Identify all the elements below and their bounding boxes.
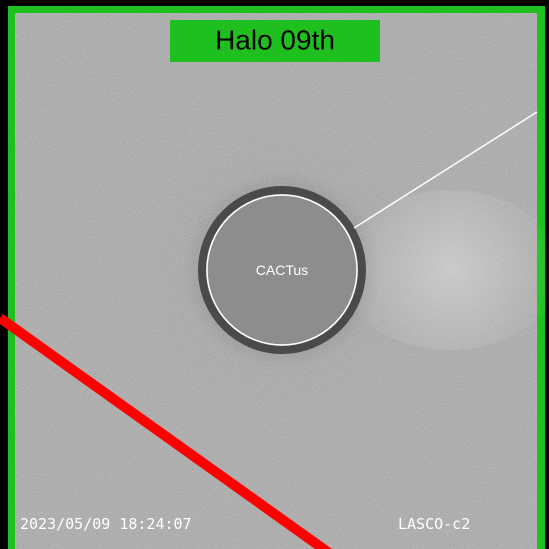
instrument: LASCO-c2 — [398, 515, 470, 533]
title: Halo 09th — [215, 24, 335, 55]
coronagraph-image: CACTus 2023/05/09 18:24:07 LASCO-c2 — [15, 13, 549, 549]
position-angle-line — [353, 111, 538, 229]
center-label: CACTus — [256, 262, 308, 278]
red-slash — [0, 313, 333, 549]
timestamp: 2023/05/09 18:24:07 — [20, 515, 192, 533]
title-box — [170, 20, 380, 62]
occulter-circle — [206, 194, 358, 346]
